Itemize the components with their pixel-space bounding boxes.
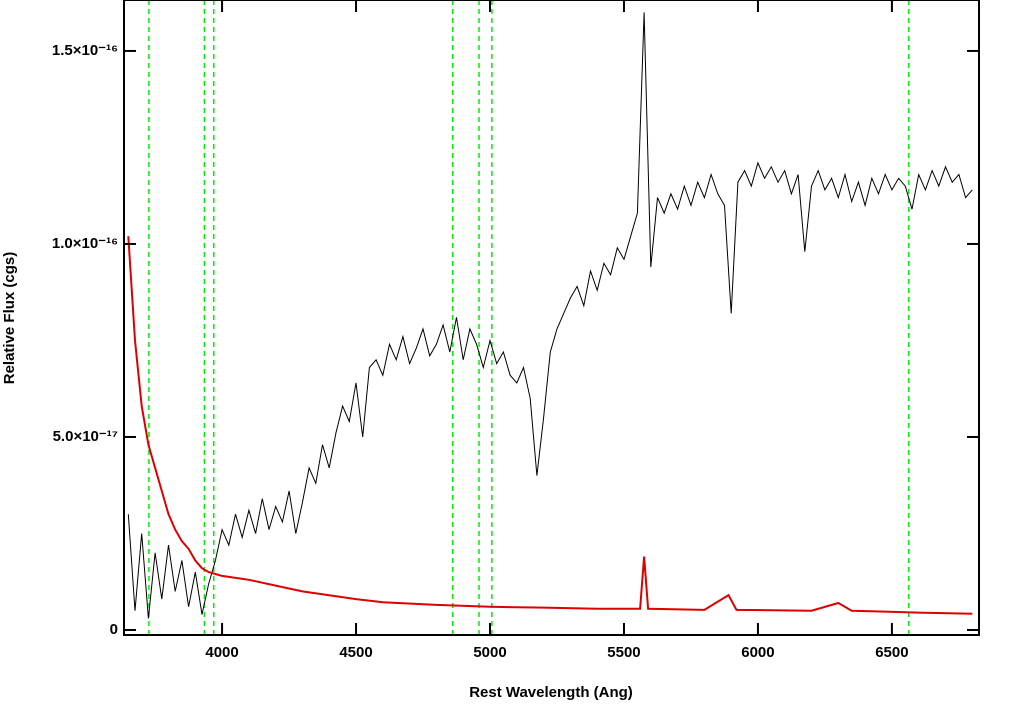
plot-frame	[123, 0, 980, 636]
x-tick-label: 4500	[339, 644, 372, 661]
spectrum-line	[127, 236, 973, 615]
x-tick-label: 4000	[205, 644, 238, 661]
x-tick-label: 5000	[473, 644, 506, 661]
spectrum-line	[127, 12, 973, 619]
y-tick-label: 0	[110, 621, 118, 638]
x-tick-label: 6500	[875, 644, 908, 661]
y-tick-label: 5.0×10⁻¹⁷	[53, 428, 118, 445]
x-tick-label: 6000	[741, 644, 774, 661]
y-tick-label: 1.5×10⁻¹⁶	[52, 42, 118, 59]
y-tick-label: 1.0×10⁻¹⁶	[52, 235, 118, 252]
x-tick-label: 5500	[607, 644, 640, 661]
y-axis-label: Relative Flux (cgs)	[1, 252, 18, 385]
x-axis-label: Rest Wavelength (Ang)	[469, 684, 633, 701]
